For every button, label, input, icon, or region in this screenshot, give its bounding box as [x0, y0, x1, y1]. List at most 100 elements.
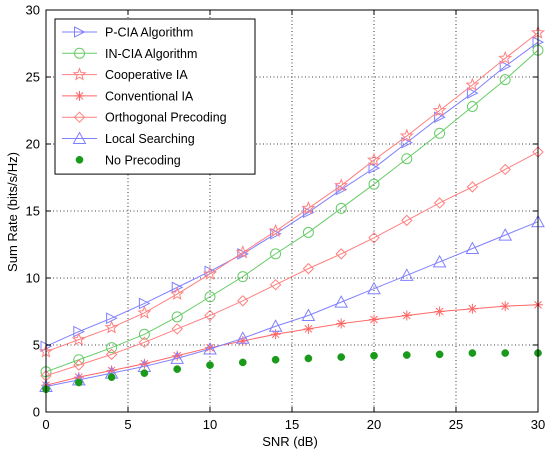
legend-marker — [72, 131, 87, 144]
data-point — [235, 331, 250, 344]
data-point — [170, 351, 185, 364]
data-point — [399, 268, 414, 281]
data-point — [368, 232, 380, 244]
data-point — [302, 226, 314, 238]
data-point — [301, 308, 316, 322]
y-tick-label: 15 — [26, 204, 40, 219]
data-point — [467, 303, 478, 314]
data-point — [138, 336, 151, 349]
legend-marker — [72, 67, 87, 81]
data-point — [171, 323, 183, 335]
data-point — [500, 301, 511, 312]
legend-label: Orthogonal Precoding — [105, 111, 227, 125]
data-point — [466, 87, 479, 99]
legend-item: P-CIA Algorithm — [62, 26, 193, 40]
data-point — [204, 291, 216, 303]
y-tick-label: 10 — [26, 271, 40, 286]
legend-label: Local Searching — [105, 132, 195, 146]
y-tick-label: 5 — [33, 338, 40, 353]
x-tick-label: 30 — [531, 417, 545, 432]
data-point — [498, 50, 513, 65]
data-point — [468, 349, 477, 357]
data-point — [337, 353, 346, 361]
legend-label: Cooperative IA — [105, 68, 188, 82]
series-layer — [38, 25, 546, 394]
data-point — [268, 223, 283, 238]
data-point — [271, 355, 280, 364]
series-2 — [38, 25, 546, 358]
legend-marker — [74, 90, 85, 101]
y-tick-label: 0 — [33, 405, 40, 420]
data-point — [370, 351, 378, 360]
data-point — [399, 128, 414, 142]
data-point — [501, 349, 510, 357]
data-point — [202, 266, 218, 280]
series-line — [45, 32, 539, 353]
legend-marker — [73, 111, 86, 123]
data-point — [204, 309, 216, 322]
data-point — [368, 178, 380, 190]
data-point — [432, 103, 447, 117]
data-point — [465, 241, 480, 255]
data-point — [238, 358, 247, 367]
x-tick-label: 25 — [449, 417, 463, 432]
legend-label: No Precoding — [105, 153, 181, 167]
data-point — [368, 162, 381, 174]
y-tick-label: 25 — [26, 70, 40, 85]
data-point — [434, 127, 446, 139]
data-point — [301, 200, 316, 215]
data-point — [304, 354, 313, 363]
x-tick-label: 0 — [42, 417, 49, 432]
data-point — [335, 202, 347, 214]
data-point — [140, 369, 149, 377]
data-point — [401, 153, 413, 165]
legend-item: No Precoding — [75, 153, 181, 167]
y-axis-label: Sum Rate (bits/s/Hz) — [5, 152, 20, 272]
data-point — [235, 245, 250, 259]
data-point — [369, 314, 379, 325]
y-tick-label: 30 — [26, 3, 40, 18]
data-point — [170, 286, 185, 301]
data-point — [105, 348, 118, 361]
data-point — [435, 350, 444, 359]
series-6 — [42, 349, 542, 394]
data-point — [171, 311, 183, 323]
data-point — [434, 306, 445, 317]
data-point — [203, 341, 217, 355]
legend-marker — [74, 26, 86, 38]
data-point — [465, 77, 480, 91]
data-point — [401, 136, 413, 149]
data-point — [498, 228, 513, 241]
data-point — [499, 60, 512, 73]
series-line — [45, 221, 539, 388]
data-point — [433, 197, 446, 209]
data-point — [434, 111, 446, 124]
legend: P-CIA Algorithm IN-CIA Algorithm Cooperati… — [54, 18, 256, 175]
data-point — [367, 281, 381, 295]
data-point — [334, 295, 349, 308]
legend-box — [54, 18, 256, 175]
data-point — [401, 310, 412, 321]
legend-label: Conventional IA — [105, 89, 194, 103]
legend-item: Cooperative IA — [62, 67, 188, 82]
data-point — [269, 278, 282, 291]
axis-ticks: 0 5 10 15 20 25 30 0 5 10 15 20 25 30 — [26, 3, 546, 433]
data-point — [206, 361, 214, 369]
y-tick-label: 20 — [26, 137, 40, 152]
x-axis-label: SNR (dB) — [262, 434, 318, 449]
data-point — [137, 305, 152, 319]
series-line — [45, 49, 539, 373]
data-point — [466, 100, 478, 112]
data-point — [173, 365, 182, 373]
x-tick-label: 5 — [124, 417, 131, 432]
data-point — [466, 181, 479, 193]
legend-item: Conventional IA — [62, 89, 194, 103]
series-line — [45, 304, 539, 386]
data-point — [270, 248, 282, 260]
data-point — [334, 178, 349, 192]
data-point — [71, 332, 86, 346]
data-point — [171, 281, 184, 294]
data-point — [499, 163, 511, 176]
legend-marker — [75, 155, 84, 164]
